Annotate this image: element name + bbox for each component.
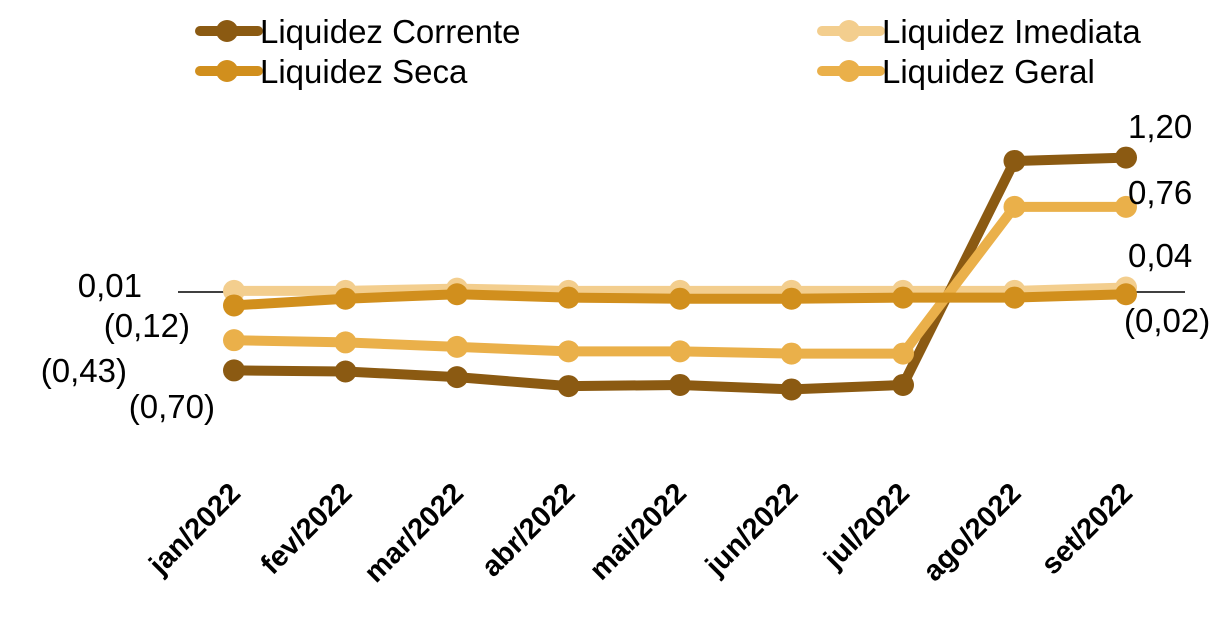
data-point-liquidez-seca-mar-2022	[446, 283, 468, 306]
data-label-left: (0,12)	[104, 307, 190, 344]
data-point-liquidez-corrente-mar-2022	[446, 366, 468, 389]
data-point-liquidez-seca-mai-2022	[669, 287, 691, 310]
legend-item-liquidez-corrente: Liquidez Corrente	[195, 13, 521, 50]
data-point-liquidez-seca-ago-2022	[1003, 286, 1026, 309]
data-label-right: 1,20	[1128, 108, 1192, 145]
data-point-liquidez-seca-set-2022	[1115, 283, 1137, 306]
x-axis-ticks: jan/2022 fev/2022 mar/2022 abr/2022 mai/2022…	[143, 477, 1139, 589]
legend: Liquidez Corrente Liquidez ImediataLiquid…	[195, 13, 1141, 90]
series-liquidez-geral	[223, 195, 1137, 365]
x-tick-label: abr/2022	[476, 477, 582, 583]
data-label-left: (0,43)	[41, 352, 127, 389]
data-point-liquidez-seca-fev-2022	[334, 287, 357, 310]
x-tick-label: fev/2022	[255, 477, 359, 581]
data-point-liquidez-seca-abr-2022	[557, 286, 580, 309]
data-point-liquidez-corrente-ago-2022	[1003, 149, 1026, 172]
data-point-liquidez-corrente-fev-2022	[334, 360, 357, 383]
data-point-liquidez-corrente-set-2022	[1115, 146, 1137, 169]
data-point-liquidez-seca-jul-2022	[892, 286, 914, 309]
data-point-liquidez-corrente-jul-2022	[892, 373, 914, 396]
data-point-liquidez-geral-fev-2022	[334, 331, 357, 354]
data-point-liquidez-geral-jun-2022	[780, 342, 803, 365]
data-point-liquidez-seca-jun-2022	[780, 287, 803, 310]
series-liquidez-seca	[223, 283, 1137, 317]
legend-marker	[838, 20, 860, 42]
x-tick-label: jul/2022	[817, 477, 916, 576]
data-point-liquidez-geral-jan-2022	[223, 329, 245, 352]
data-label-right: (0,02)	[1124, 302, 1210, 339]
x-tick-label: jan/2022	[143, 477, 247, 581]
data-label-right: 0,76	[1128, 174, 1192, 211]
data-point-liquidez-geral-set-2022	[1115, 195, 1137, 218]
data-label-right: 0,04	[1128, 237, 1192, 274]
data-point-liquidez-geral-mai-2022	[669, 340, 691, 363]
series-layer	[223, 146, 1137, 401]
legend-marker	[216, 60, 238, 82]
data-point-liquidez-geral-abr-2022	[557, 340, 580, 363]
data-point-liquidez-corrente-mai-2022	[669, 373, 691, 396]
x-tick-label: set/2022	[1035, 477, 1139, 581]
legend-item-liquidez-seca: Liquidez Seca	[195, 53, 468, 90]
data-label-left: 0,01	[78, 267, 142, 304]
legend-label: Liquidez Geral	[882, 53, 1095, 90]
data-labels: 0,01(0,12) (0,43)(0,70) 1,20 0,76 0,04 (0,02)	[41, 108, 1210, 425]
data-point-liquidez-corrente-jun-2022	[780, 378, 803, 401]
data-label-left: (0,70)	[129, 388, 215, 425]
data-point-liquidez-seca-jan-2022	[223, 294, 245, 317]
x-tick-label: ago/2022	[917, 477, 1027, 587]
x-tick-label: jun/2022	[699, 477, 804, 582]
data-point-liquidez-geral-ago-2022	[1003, 195, 1026, 218]
legend-label: Liquidez Seca	[260, 53, 468, 90]
data-point-liquidez-corrente-jan-2022	[223, 359, 245, 382]
legend-marker	[216, 20, 238, 42]
legend-label: Liquidez Corrente	[260, 13, 521, 50]
data-point-liquidez-geral-mar-2022	[446, 335, 468, 358]
legend-item-liquidez-geral: Liquidez Geral	[817, 53, 1095, 90]
x-tick-label: mai/2022	[584, 477, 693, 586]
legend-label: Liquidez Imediata	[882, 13, 1141, 50]
legend-item-liquidez-imediata: Liquidez Imediata	[817, 13, 1141, 50]
data-point-liquidez-geral-jul-2022	[892, 342, 914, 365]
data-point-liquidez-corrente-abr-2022	[557, 375, 580, 398]
legend-marker	[838, 60, 860, 82]
series-liquidez-corrente	[223, 146, 1137, 401]
x-tick-label: mar/2022	[358, 477, 470, 589]
